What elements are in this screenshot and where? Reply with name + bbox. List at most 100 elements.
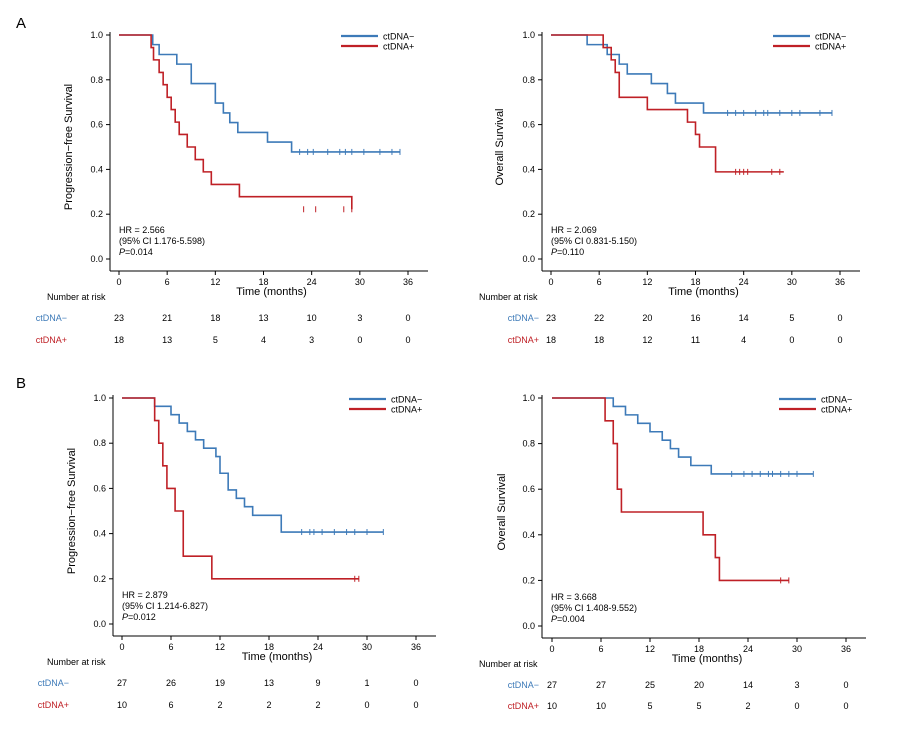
risk-count: 27 bbox=[596, 680, 606, 690]
risk-count: 5 bbox=[789, 313, 794, 323]
risk-count: 4 bbox=[261, 335, 266, 345]
legend-label: ctDNA+ bbox=[391, 405, 422, 415]
x-tick-label: 0 bbox=[548, 277, 553, 287]
risk-count: 18 bbox=[594, 335, 604, 345]
risk-count: 11 bbox=[691, 335, 700, 345]
x-tick-label: 30 bbox=[362, 642, 372, 652]
x-tick-label: 18 bbox=[690, 277, 700, 287]
risk-count: 18 bbox=[210, 313, 220, 323]
y-tick-label: 0.0 bbox=[522, 254, 535, 264]
y-tick-label: 0.8 bbox=[90, 75, 103, 85]
x-axis-label: Time (months) bbox=[236, 286, 307, 298]
risk-count: 2 bbox=[315, 700, 320, 710]
y-tick-label: 0.2 bbox=[93, 574, 106, 584]
confidence-interval: (95% CI 1.176-5.598) bbox=[119, 236, 205, 246]
y-tick-label: 1.0 bbox=[93, 393, 106, 403]
risk-count: 10 bbox=[117, 700, 127, 710]
risk-count: 2 bbox=[745, 701, 750, 711]
risk-count: 13 bbox=[258, 313, 268, 323]
risk-row-label: ctDNA− bbox=[508, 313, 539, 323]
panel-label-a: A bbox=[16, 15, 26, 32]
x-tick-label: 6 bbox=[598, 644, 603, 654]
y-tick-label: 0.4 bbox=[522, 164, 535, 174]
y-tick-label: 0.4 bbox=[93, 529, 106, 539]
hazard-ratio: HR = 2.566 bbox=[119, 225, 165, 235]
risk-count: 22 bbox=[594, 313, 604, 323]
risk-count: 9 bbox=[315, 678, 320, 688]
y-tick-label: 1.0 bbox=[522, 393, 535, 403]
x-tick-label: 24 bbox=[307, 277, 317, 287]
legend-label: ctDNA− bbox=[383, 32, 414, 42]
y-axis-label: Overall Survival bbox=[494, 108, 506, 185]
risk-count: 3 bbox=[309, 335, 314, 345]
risk-count: 14 bbox=[743, 680, 753, 690]
risk-count: 0 bbox=[405, 335, 410, 345]
y-tick-label: 0.2 bbox=[522, 209, 535, 219]
x-tick-label: 12 bbox=[642, 277, 652, 287]
risk-count: 13 bbox=[264, 678, 274, 688]
x-tick-label: 36 bbox=[841, 644, 851, 654]
ctdna-pos-curve bbox=[122, 397, 359, 580]
risk-table-header: Number at risk bbox=[47, 292, 106, 302]
y-tick-label: 0.4 bbox=[522, 530, 535, 540]
x-tick-label: 0 bbox=[119, 642, 124, 652]
hazard-ratio: HR = 2.069 bbox=[551, 225, 597, 235]
risk-count: 25 bbox=[645, 680, 655, 690]
y-axis-label: Overall Survival bbox=[496, 473, 508, 550]
panel-label-b: B bbox=[16, 375, 26, 392]
ctdna-pos-curve bbox=[551, 34, 784, 173]
risk-count: 20 bbox=[694, 680, 704, 690]
risk-count: 1 bbox=[364, 678, 369, 688]
x-axis-label: Time (months) bbox=[242, 651, 313, 663]
y-tick-label: 0.8 bbox=[522, 439, 535, 449]
risk-count: 21 bbox=[162, 313, 172, 323]
risk-count: 14 bbox=[739, 313, 749, 323]
risk-count: 2 bbox=[217, 700, 222, 710]
risk-count: 0 bbox=[789, 335, 794, 345]
risk-count: 18 bbox=[114, 335, 124, 345]
ctdna-neg-curve bbox=[119, 34, 400, 153]
x-tick-label: 30 bbox=[355, 277, 365, 287]
risk-count: 12 bbox=[642, 335, 652, 345]
y-tick-label: 0.6 bbox=[90, 120, 103, 130]
risk-count: 0 bbox=[357, 335, 362, 345]
risk-count: 6 bbox=[168, 700, 173, 710]
risk-count: 10 bbox=[547, 701, 557, 711]
y-axis-label: Progression−free Survival bbox=[63, 84, 75, 210]
risk-count: 20 bbox=[642, 313, 652, 323]
p-value: P=0.004 bbox=[551, 614, 585, 624]
ctdna-neg-curve bbox=[552, 397, 814, 475]
hazard-ratio: HR = 3.668 bbox=[551, 592, 597, 602]
x-tick-label: 36 bbox=[411, 642, 421, 652]
risk-row-label: ctDNA− bbox=[36, 313, 67, 323]
p-value: P=0.110 bbox=[551, 247, 584, 257]
risk-count: 4 bbox=[741, 335, 746, 345]
risk-count: 23 bbox=[546, 313, 556, 323]
risk-count: 19 bbox=[215, 678, 225, 688]
risk-row-label: ctDNA+ bbox=[38, 700, 69, 710]
legend-label: ctDNA− bbox=[821, 395, 852, 405]
x-tick-label: 36 bbox=[403, 277, 413, 287]
x-tick-label: 6 bbox=[597, 277, 602, 287]
y-tick-label: 1.0 bbox=[90, 30, 103, 40]
y-tick-label: 0.4 bbox=[90, 164, 103, 174]
risk-count: 5 bbox=[213, 335, 218, 345]
x-tick-label: 24 bbox=[743, 644, 753, 654]
risk-row-label: ctDNA+ bbox=[36, 335, 67, 345]
x-tick-label: 6 bbox=[165, 277, 170, 287]
risk-count: 0 bbox=[413, 700, 418, 710]
risk-count: 3 bbox=[357, 313, 362, 323]
risk-count: 27 bbox=[547, 680, 557, 690]
x-tick-label: 12 bbox=[645, 644, 655, 654]
risk-count: 0 bbox=[837, 313, 842, 323]
legend-label: ctDNA+ bbox=[383, 42, 414, 52]
x-tick-label: 12 bbox=[210, 277, 220, 287]
x-tick-label: 6 bbox=[168, 642, 173, 652]
x-tick-label: 18 bbox=[264, 642, 274, 652]
risk-count: 10 bbox=[596, 701, 606, 711]
x-axis-label: Time (months) bbox=[668, 286, 739, 298]
legend-label: ctDNA− bbox=[815, 32, 846, 42]
x-tick-label: 36 bbox=[835, 277, 845, 287]
risk-count: 0 bbox=[405, 313, 410, 323]
